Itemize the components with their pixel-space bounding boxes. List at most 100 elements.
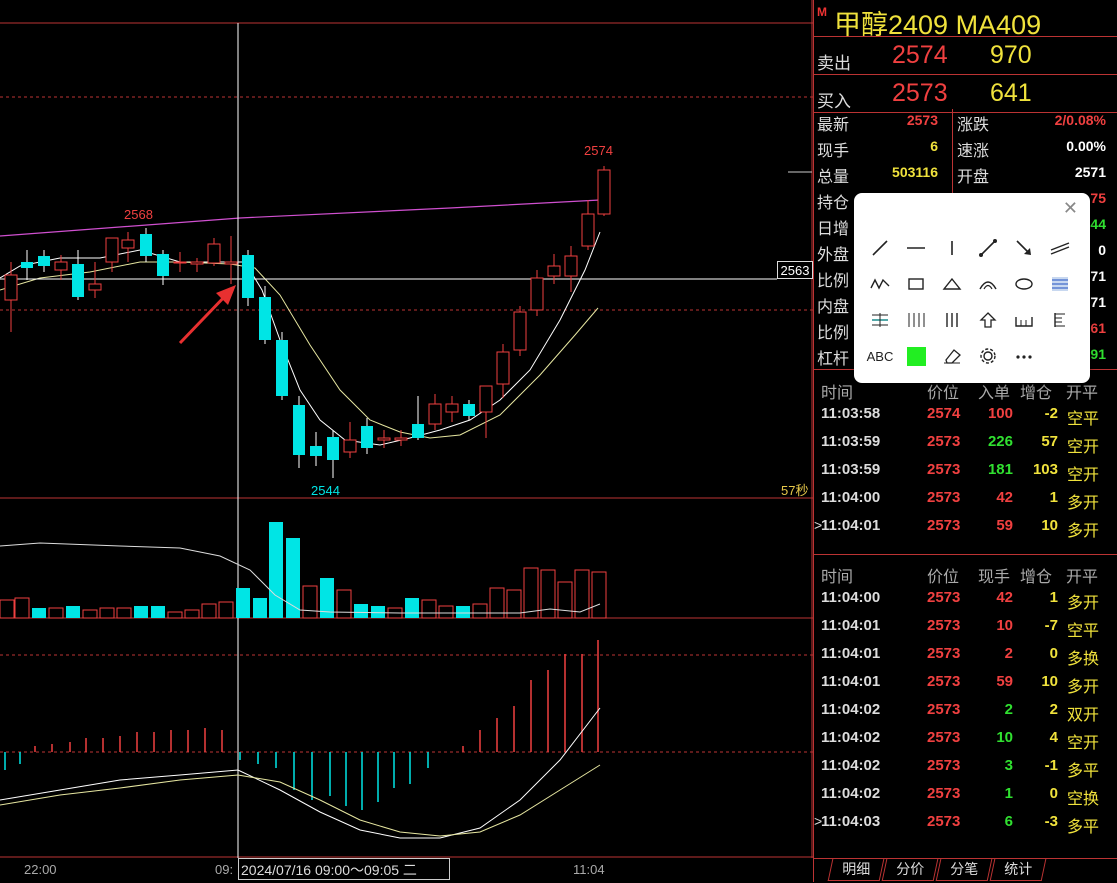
table-row[interactable]: 11:04:02 2573 10 4 空开 (814, 725, 1117, 753)
sell-price: 2574 (892, 41, 948, 69)
parallel-icon[interactable] (1046, 234, 1074, 262)
table-row[interactable]: 11:04:00 2573 42 1 多开 (814, 485, 1117, 513)
table-row[interactable]: >11:04:01 2573 59 10 多开 (814, 513, 1117, 541)
arrow-icon[interactable] (1010, 234, 1038, 262)
tri-line-icon[interactable] (938, 306, 966, 334)
more-icon[interactable] (1010, 342, 1038, 370)
candle-body (72, 264, 84, 297)
stat-value-2: 91 (1090, 346, 1106, 362)
table-row[interactable]: 11:04:00 2573 42 1 多开 (814, 585, 1117, 613)
text-icon[interactable]: ABC (866, 342, 894, 370)
candle-body (4, 274, 18, 301)
close-icon[interactable]: ✕ (1062, 198, 1078, 218)
tab-ticks[interactable]: 分笔 (935, 859, 993, 881)
color-icon[interactable] (902, 342, 930, 370)
stat-value-2: 2/0.08% (1054, 112, 1106, 128)
cell-type: 多开 (1067, 495, 1100, 512)
cell-vol: 2 (1004, 701, 1013, 718)
candle-body (530, 277, 544, 311)
tick-table-top[interactable]: 时间 价位 入单 增仓 开平 11:03:58 2574 100 -2 空平 11:03:… (814, 375, 1117, 541)
arc-icon[interactable] (974, 270, 1002, 298)
polyline-icon[interactable] (866, 270, 894, 298)
cell-time: 11:04:01 (821, 617, 881, 634)
annotation-prev-high: 2568 (124, 207, 153, 222)
volume-bar (574, 569, 590, 619)
volume-bar (320, 578, 334, 618)
candle-body (173, 261, 187, 264)
header-vol: 现手 (978, 569, 1011, 586)
contract-title[interactable]: 甲醇2409 MA409 (834, 10, 1042, 40)
candle-body (581, 213, 595, 247)
cell-vol: 10 (996, 729, 1013, 746)
header-oi: 增仓 (1020, 385, 1053, 402)
candle-body (38, 256, 50, 266)
cell-type: 多换 (1067, 651, 1100, 668)
cell-oi: -2 (1044, 405, 1058, 422)
candle-body (190, 261, 204, 265)
volume-bar (184, 609, 200, 619)
volume-bar (591, 571, 607, 619)
triangle-icon[interactable] (938, 270, 966, 298)
cell-oi: -3 (1044, 813, 1058, 830)
table-row[interactable]: 11:04:02 2573 3 -1 多平 (814, 753, 1117, 781)
cell-type: 空开 (1067, 439, 1100, 456)
eraser-icon[interactable] (938, 342, 966, 370)
table-row[interactable]: 11:04:02 2573 2 2 双开 (814, 697, 1117, 725)
table-row[interactable]: 11:04:01 2573 2 0 多换 (814, 641, 1117, 669)
fib-icon[interactable] (1046, 270, 1074, 298)
settings-icon[interactable] (974, 342, 1002, 370)
volume-bar (0, 599, 15, 619)
cell-price: 2573 (927, 433, 961, 450)
table-row[interactable]: 11:03:58 2574 100 -2 空平 (814, 401, 1117, 429)
cell-price: 2573 (927, 757, 961, 774)
tab-label: 明细 (842, 861, 871, 877)
table-row[interactable]: 11:04:01 2573 59 10 多开 (814, 669, 1117, 697)
stat-row: 杠杆 91 (814, 343, 1117, 369)
candles (4, 166, 611, 478)
table-row[interactable]: 11:04:01 2573 10 -7 空平 (814, 613, 1117, 641)
volume-bar (218, 601, 234, 619)
table-row[interactable]: 11:04:02 2573 1 0 空换 (814, 781, 1117, 809)
cell-price: 2573 (927, 785, 961, 802)
table-row[interactable]: 11:03:59 2573 226 57 空开 (814, 429, 1117, 457)
sell-row[interactable]: 卖出 2574 970 (814, 37, 1117, 75)
cycle-icon[interactable] (902, 306, 930, 334)
stat-label: 日增 (817, 221, 850, 238)
hline-icon[interactable] (902, 234, 930, 262)
stat-label: 比例 (817, 273, 850, 290)
candle-body (105, 237, 119, 263)
cell-time: 11:04:02 (821, 785, 881, 802)
tab-stats[interactable]: 统计 (989, 859, 1047, 881)
segment-icon[interactable] (974, 234, 1002, 262)
volume-bar (151, 606, 165, 618)
annotation-high: 2574 (584, 143, 613, 158)
volume-bar (472, 603, 488, 619)
line-icon[interactable] (866, 234, 894, 262)
e-icon[interactable] (1046, 306, 1074, 334)
gann-icon[interactable] (866, 306, 894, 334)
chart-area[interactable]: 2574 2568 2544 2563 57秒 22:00 09: 11:04 … (0, 0, 813, 880)
cell-time: 11:04:01 (821, 517, 881, 534)
volume-bar (134, 606, 148, 618)
tick-table-bottom[interactable]: 时间 价位 现手 增仓 开平 11:04:00 2573 42 1 多开 11:04:01… (814, 559, 1117, 837)
candle-body (412, 424, 424, 438)
buy-row[interactable]: 买入 2573 641 (814, 75, 1117, 113)
tab-price-dist[interactable]: 分价 (881, 859, 939, 881)
stat-label: 内盘 (817, 299, 850, 316)
cell-time: 11:04:02 (821, 729, 881, 746)
stat-label: 比例 (817, 325, 850, 342)
stat-value: 6 (930, 138, 938, 154)
volume-bar (540, 569, 556, 619)
table-row[interactable]: 11:03:59 2573 181 103 空开 (814, 457, 1117, 485)
bracket-icon[interactable] (1010, 306, 1038, 334)
ellipse-icon[interactable] (1010, 270, 1038, 298)
kline-chart[interactable] (0, 0, 813, 858)
rect-icon[interactable] (902, 270, 930, 298)
tab-detail[interactable]: 明细 (827, 859, 885, 881)
vline-icon[interactable] (938, 234, 966, 262)
table-row[interactable]: >11:04:03 2573 6 -3 多平 (814, 809, 1117, 837)
up-arrow-icon[interactable] (974, 306, 1002, 334)
volume-bar (506, 589, 522, 619)
row-marker: > (814, 813, 823, 829)
volume-bar (523, 567, 539, 619)
